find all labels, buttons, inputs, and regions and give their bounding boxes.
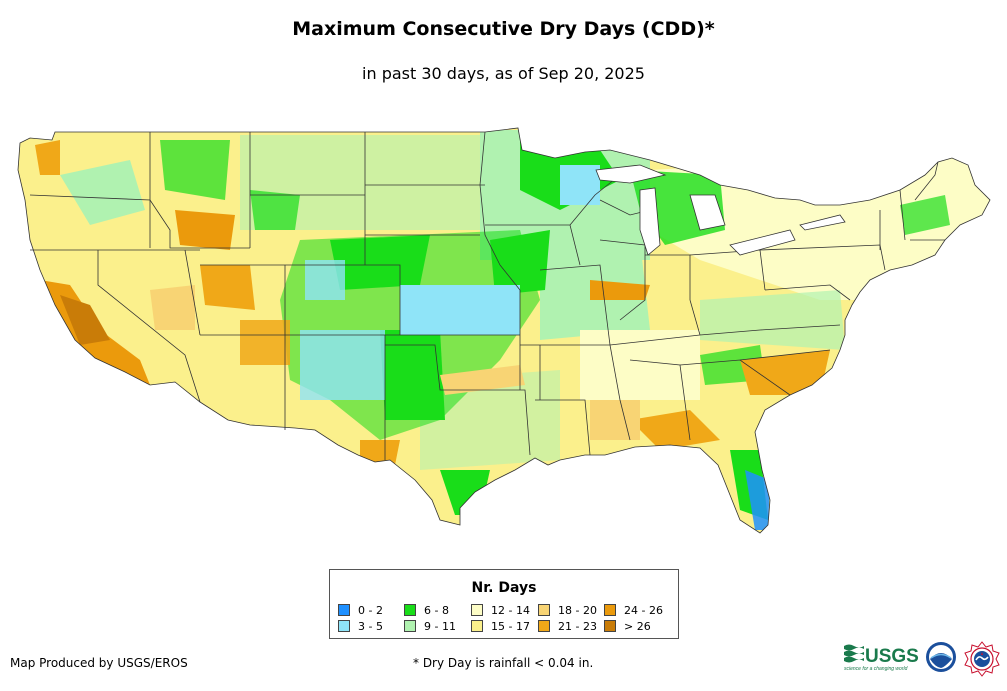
legend-swatch: [404, 620, 416, 632]
map-title: Maximum Consecutive Dry Days (CDD)*: [292, 18, 715, 40]
legend: Nr. Days 0 - 2 3 - 5 6 - 8 9 - 11 12 - 1…: [329, 569, 679, 639]
legend-label: 18 - 20: [558, 604, 597, 617]
us-dry-days-map: [17, 127, 991, 534]
legend-label: 15 - 17: [491, 620, 530, 633]
legend-swatch: [538, 620, 550, 632]
usgs-logo: USGS science for a changing world: [843, 642, 921, 676]
legend-swatch: [338, 620, 350, 632]
legend-swatch: [538, 604, 550, 616]
noaa-logo: [925, 641, 957, 677]
legend-swatch: [604, 620, 616, 632]
legend-item: 6 - 8: [404, 604, 449, 617]
legend-swatch: [471, 604, 483, 616]
legend-item: 12 - 14: [471, 604, 530, 617]
legend-swatch: [338, 604, 350, 616]
nws-logo: [964, 641, 1000, 681]
legend-item: 9 - 11: [404, 620, 456, 633]
legend-item: 0 - 2: [338, 604, 383, 617]
noaa-logo-icon: [926, 642, 956, 672]
legend-label: 3 - 5: [358, 620, 383, 633]
dry-day-footnote: * Dry Day is rainfall < 0.04 in.: [413, 656, 594, 670]
nws-logo-icon: [964, 641, 1000, 677]
legend-swatch: [471, 620, 483, 632]
legend-label: 24 - 26: [624, 604, 663, 617]
legend-item: > 26: [604, 620, 651, 633]
legend-label: 6 - 8: [424, 604, 449, 617]
legend-label: > 26: [624, 620, 651, 633]
legend-swatch: [404, 604, 416, 616]
legend-item: 3 - 5: [338, 620, 383, 633]
legend-swatch: [604, 604, 616, 616]
usgs-tagline: science for a changing world: [844, 666, 908, 672]
map-credit: Map Produced by USGS/EROS: [10, 656, 188, 670]
legend-label: 12 - 14: [491, 604, 530, 617]
legend-item: 15 - 17: [471, 620, 530, 633]
legend-item: 24 - 26: [604, 604, 663, 617]
legend-label: 21 - 23: [558, 620, 597, 633]
legend-item: 18 - 20: [538, 604, 597, 617]
map-subtitle: in past 30 days, as of Sep 20, 2025: [362, 64, 645, 83]
legend-title: Nr. Days: [471, 580, 537, 596]
legend-label: 0 - 2: [358, 604, 383, 617]
usgs-logo-text: USGS: [865, 646, 919, 667]
usgs-logo-icon: USGS science for a changing world: [844, 644, 919, 672]
legend-label: 9 - 11: [424, 620, 456, 633]
legend-item: 21 - 23: [538, 620, 597, 633]
